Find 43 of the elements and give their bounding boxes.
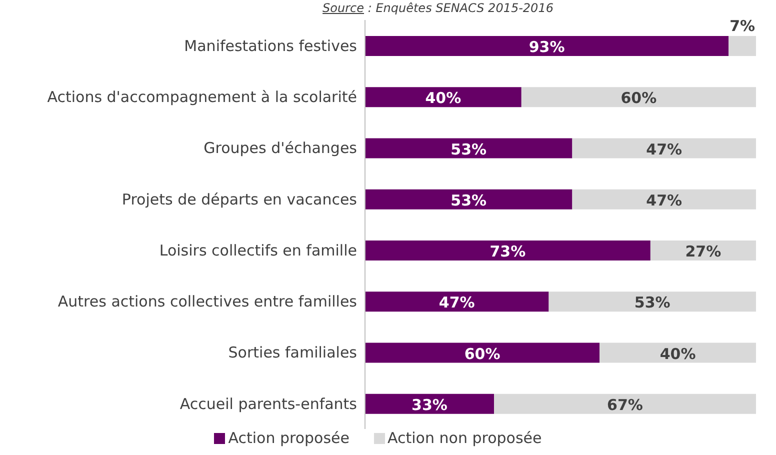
bar — [365, 292, 549, 312]
bar — [572, 189, 756, 210]
data-label: 93% — [528, 38, 565, 56]
data-label: 47% — [646, 140, 682, 158]
bar — [365, 138, 572, 158]
bar — [572, 138, 756, 158]
y-tick-label: Accueil parents-enfants — [180, 394, 358, 413]
data-label: 73% — [490, 242, 526, 260]
y-tick-label: Groupes d'échanges — [204, 139, 358, 158]
data-label: 40% — [660, 344, 696, 363]
data-label: 67% — [607, 396, 643, 414]
y-tick-label: Projets de départs en vacances — [122, 190, 358, 208]
y-tick-label: Actions d'accompagnement à la scolarité — [47, 88, 357, 106]
bar — [365, 240, 650, 260]
bar — [365, 342, 600, 363]
bar — [365, 87, 522, 108]
bar — [365, 394, 494, 414]
bar — [494, 394, 756, 414]
bar — [365, 189, 572, 210]
data-label: 47% — [646, 191, 682, 210]
data-label: 60% — [464, 344, 500, 363]
bar — [365, 36, 729, 56]
data-label: 33% — [412, 396, 448, 414]
bar — [600, 342, 756, 363]
bar — [728, 36, 756, 56]
data-label: 53% — [450, 191, 487, 210]
legend-label: Action proposée — [227, 429, 350, 447]
bar — [548, 292, 756, 312]
data-label: 47% — [438, 294, 475, 312]
data-label: 53% — [450, 140, 487, 158]
y-tick-label: Sorties familiales — [228, 344, 358, 362]
bar — [521, 87, 756, 108]
bar — [650, 240, 756, 260]
source-note: Source : Enquêtes SENACS 2015-2016 — [322, 1, 554, 15]
data-label: 53% — [634, 294, 670, 312]
y-tick-label: Autres actions collectives entre familles — [58, 292, 358, 311]
y-tick-label: Loisirs collectifs en famille — [159, 241, 357, 260]
legend-label: Action non proposée — [386, 429, 542, 447]
y-tick-label: Manifestations festives — [184, 36, 358, 55]
data-label: 7% — [730, 17, 756, 35]
data-label: 40% — [425, 89, 462, 108]
data-label: 27% — [685, 242, 722, 260]
data-label: 60% — [620, 89, 657, 108]
